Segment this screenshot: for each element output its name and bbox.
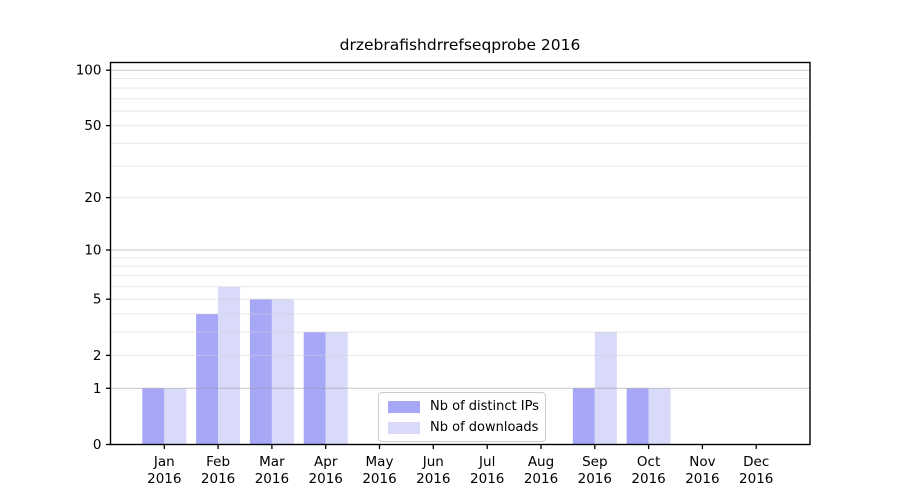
x-tick-year-jul: 2016 (470, 471, 504, 487)
bar-nb-of-downloads-mar (271, 299, 294, 445)
bar-nb-of-downloads-oct (648, 388, 671, 445)
x-tick-year-jun: 2016 (416, 471, 450, 487)
x-tick-label-nov: Nov (689, 454, 715, 470)
y-tick-label-2: 2 (93, 348, 102, 364)
x-tick-year-oct: 2016 (631, 471, 665, 487)
y-tick-label-5: 5 (93, 292, 102, 308)
x-tick-label-oct: Oct (637, 454, 660, 470)
axes-frame (109, 61, 811, 446)
x-tick-year-nov: 2016 (685, 471, 719, 487)
bar-nb-of-distinct-ips-mar (249, 299, 272, 445)
y-tick-label-50: 50 (84, 118, 101, 134)
legend-swatch-distinct-ips (388, 400, 420, 413)
legend-swatch-downloads (388, 421, 420, 434)
legend-label-distinct-ips: Nb of distinct IPs (430, 399, 539, 414)
y-tick-label-100: 100 (76, 63, 102, 79)
legend-item-distinct-ips: Nb of distinct IPs (388, 398, 539, 415)
x-tick-label-jul: Jul (478, 454, 495, 470)
y-tick-label-0: 0 (93, 437, 102, 453)
y-tick-label-10: 10 (84, 243, 101, 259)
x-tick-label-aug: Aug (528, 454, 554, 470)
legend-item-downloads: Nb of downloads (388, 419, 539, 436)
bar-nb-of-downloads-jan (164, 388, 187, 445)
x-tick-year-aug: 2016 (524, 471, 558, 487)
x-tick-year-sep: 2016 (578, 471, 612, 487)
bar-nb-of-downloads-feb (218, 286, 241, 445)
x-tick-year-mar: 2016 (255, 471, 289, 487)
x-tick-year-may: 2016 (362, 471, 396, 487)
x-tick-label-apr: Apr (314, 454, 338, 470)
bar-nb-of-distinct-ips-jan (142, 388, 165, 445)
chart-title: drzebrafishdrrefseqprobe 2016 (339, 36, 581, 54)
x-tick-label-mar: Mar (259, 454, 285, 470)
x-tick-label-feb: Feb (206, 454, 230, 470)
y-tick-label-20: 20 (84, 190, 101, 206)
legend-label-downloads: Nb of downloads (430, 420, 539, 435)
x-tick-label-jun: Jun (422, 454, 444, 470)
x-tick-label-dec: Dec (743, 454, 769, 470)
bar-nb-of-distinct-ips-sep (572, 388, 595, 445)
x-tick-year-dec: 2016 (739, 471, 773, 487)
bar-nb-of-distinct-ips-feb (196, 314, 219, 445)
x-tick-year-apr: 2016 (309, 471, 343, 487)
y-tick-label-1: 1 (93, 381, 102, 397)
bar-nb-of-distinct-ips-oct (626, 388, 649, 445)
x-tick-year-jan: 2016 (147, 471, 181, 487)
legend: Nb of distinct IPs Nb of downloads (378, 392, 546, 442)
x-tick-label-jan: Jan (153, 454, 175, 470)
x-tick-label-sep: Sep (582, 454, 607, 470)
x-tick-label-may: May (366, 454, 394, 470)
x-tick-year-feb: 2016 (201, 471, 235, 487)
